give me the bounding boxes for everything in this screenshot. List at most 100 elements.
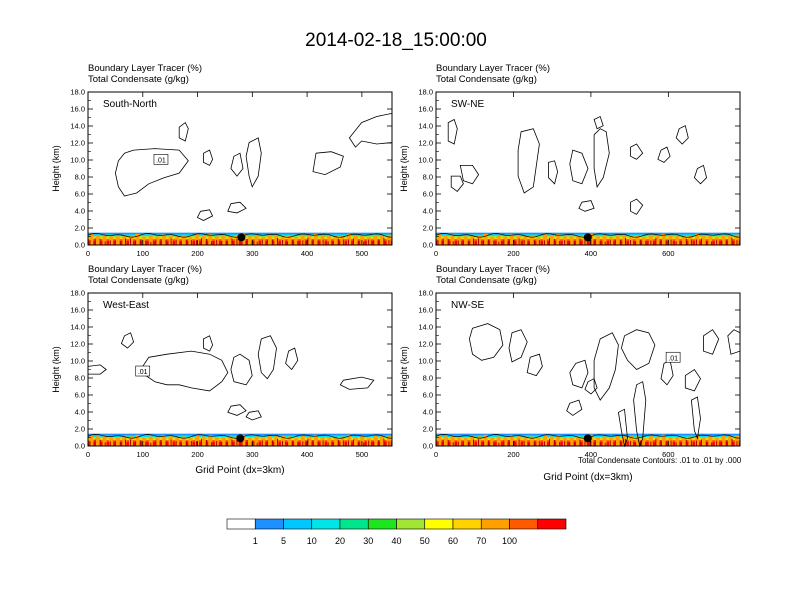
tracer-line <box>569 441 571 446</box>
x-tick-label: 500 <box>356 450 369 459</box>
tracer-line <box>150 241 152 245</box>
tracer-line <box>236 238 238 245</box>
tracer-line <box>538 441 540 446</box>
tracer-streak <box>655 235 660 245</box>
tracer-line <box>140 440 142 446</box>
y-tick-label: 12.0 <box>418 139 433 148</box>
tracer-line <box>462 441 464 446</box>
tracer-line <box>190 240 192 245</box>
colorbar-label: 10 <box>307 536 317 546</box>
condensate-contour <box>227 201 247 214</box>
tracer-line <box>135 441 137 446</box>
tracer-streak <box>195 234 200 245</box>
tracer-line <box>680 241 682 245</box>
tracer-line <box>170 439 172 446</box>
tracer-streak <box>109 236 114 245</box>
tracer-streak <box>307 235 312 245</box>
tracer-line <box>297 441 299 446</box>
tracer-streak <box>602 436 607 446</box>
tracer-line <box>322 440 324 446</box>
colorbar-label: 100 <box>502 536 517 546</box>
tracer-streak <box>115 236 120 245</box>
tracer-streak <box>188 438 193 446</box>
colorbar-swatch <box>480 518 510 530</box>
condensate-contour <box>620 329 656 370</box>
tracer-line <box>206 439 208 446</box>
y-tick-label: 16.0 <box>70 105 85 114</box>
tracer-line <box>559 441 561 446</box>
tracer-line <box>211 441 213 446</box>
tracer-line <box>503 239 505 245</box>
tracer-streak <box>642 438 647 446</box>
subtitle-tracer: Boundary Layer Tracer (%) <box>436 63 551 74</box>
y-tick-label: 6.0 <box>423 190 433 199</box>
y-tick-label: 16.0 <box>418 105 433 114</box>
colorbar-label: 5 <box>281 536 286 546</box>
tracer-streak <box>483 434 488 446</box>
y-tick-label: 0.0 <box>423 241 433 250</box>
tracer-line <box>650 240 652 245</box>
colorbar-label: 50 <box>420 536 430 546</box>
tracer-streak <box>380 435 385 446</box>
tracer-streak <box>386 435 391 446</box>
tracer-streak <box>267 435 272 446</box>
tracer-line <box>206 238 208 245</box>
tracer-line <box>695 239 697 245</box>
tracer-streak <box>529 436 534 446</box>
tracer-line <box>716 440 718 446</box>
x-tick-label: 0 <box>434 450 438 459</box>
tracer-line <box>452 442 454 446</box>
condensate-contour <box>693 164 708 185</box>
condensate-contours <box>87 332 393 439</box>
tracer-line <box>665 441 667 446</box>
colorbar-swatch <box>311 518 341 530</box>
tracer-streak <box>175 436 180 446</box>
tracer-line <box>609 239 611 245</box>
tracer-line <box>276 238 278 245</box>
tracer-line <box>226 241 228 245</box>
tracer-line <box>373 441 375 446</box>
x-tick-label: 400 <box>585 249 598 258</box>
tracer-line <box>619 239 621 245</box>
tracer-streak <box>483 233 488 245</box>
tracer-line <box>297 240 299 245</box>
tracer-line <box>292 440 294 446</box>
tracer-streak <box>294 237 299 245</box>
y-tick-label: 6.0 <box>75 391 85 400</box>
tracer-line <box>503 440 505 446</box>
tracer-line <box>538 240 540 245</box>
tracer-line <box>94 238 96 245</box>
tracer-streak <box>556 435 561 446</box>
tracer-streak <box>380 234 385 245</box>
contour-label: .01 <box>156 157 166 164</box>
tracer-streak <box>267 234 272 245</box>
tracer-streak <box>496 235 501 245</box>
tracer-band-100 <box>436 441 740 446</box>
y-tick-label: 16.0 <box>70 306 85 315</box>
tracer-line <box>246 439 248 446</box>
tracer-line <box>287 241 289 245</box>
condensate-contour <box>578 200 595 212</box>
tracer-line <box>368 239 370 245</box>
tracer-line <box>498 442 500 446</box>
tracer-line <box>508 238 510 245</box>
condensate-contour <box>348 112 393 148</box>
tracer-streak <box>721 234 726 245</box>
tracer-line <box>564 440 566 446</box>
tracer-line <box>543 240 545 245</box>
tracer-line <box>130 439 132 446</box>
y-tick-label: 10.0 <box>418 156 433 165</box>
tracer-line <box>483 441 485 446</box>
tracer-streak <box>89 233 94 245</box>
condensate-contour <box>245 410 262 421</box>
subtitle-condensate: Total Condensate (g/kg) <box>436 74 537 85</box>
tracer-line <box>437 441 439 446</box>
condensate-contour <box>203 149 214 166</box>
panel-label: SW-NE <box>451 99 484 110</box>
tracer-line <box>645 441 647 446</box>
tracer-line <box>685 439 687 446</box>
condensate-contour <box>450 175 464 192</box>
tracer-line <box>467 241 469 245</box>
tracer-line <box>266 239 268 245</box>
panel-west-east: .01 0.0 2.0 4.0 6.0 8.0 10.0 12.0 14.0 16.0 18.0 0 1… <box>51 289 393 476</box>
